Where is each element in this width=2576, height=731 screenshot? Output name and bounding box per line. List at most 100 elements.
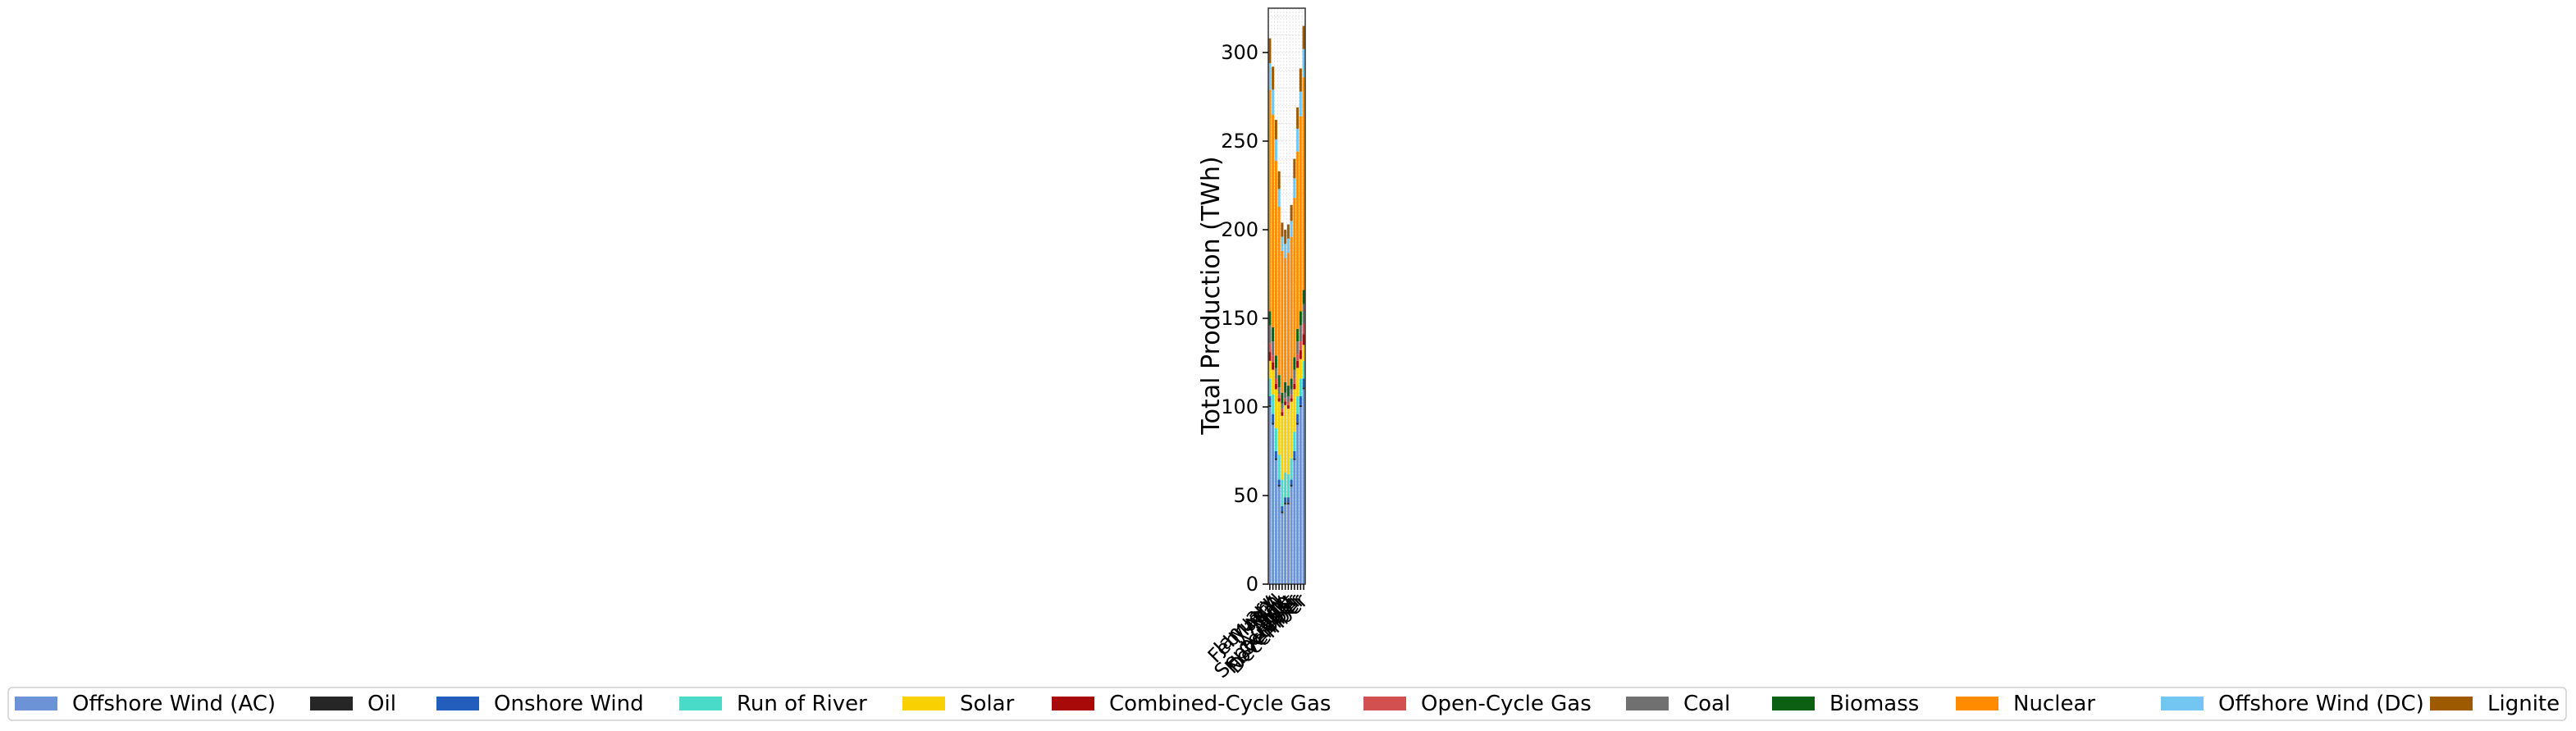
legend-label-run-of-river: Run of River	[737, 692, 867, 716]
bar-combined-cycle-gas-february	[1272, 363, 1275, 370]
bar-offshore-wind-ac-july	[1286, 504, 1290, 584]
legend-swatch-oil	[310, 697, 353, 710]
bar-oil-july	[1286, 502, 1290, 505]
bar-biomass-august	[1290, 378, 1293, 390]
legend-label-biomass: Biomass	[1829, 692, 1919, 716]
bar-oil-april	[1277, 485, 1281, 487]
bar-offshore-wind-dc-january	[1268, 62, 1272, 90]
bar-oil-august	[1290, 485, 1293, 487]
bar-offshore-wind-ac-august	[1290, 487, 1293, 584]
bar-open-cycle-gas-december	[1302, 323, 1305, 335]
bars	[1268, 25, 1305, 584]
bar-combined-cycle-gas-may	[1281, 412, 1284, 416]
bar-nuclear-august	[1290, 236, 1293, 379]
bar-coal-september	[1293, 369, 1296, 379]
bar-offshore-wind-ac-september	[1293, 459, 1296, 584]
legend-swatch-solar	[902, 697, 945, 710]
bar-onshore-wind-july	[1286, 497, 1290, 503]
bar-coal-november	[1299, 325, 1302, 342]
bar-nuclear-september	[1293, 198, 1296, 358]
bar-oil-january	[1268, 404, 1272, 407]
bar-offshore-wind-dc-may	[1281, 236, 1284, 251]
legend-label-nuclear: Nuclear	[2013, 692, 2095, 716]
bar-biomass-july	[1286, 386, 1290, 397]
bar-run-of-river-january	[1268, 378, 1272, 397]
legend-swatch-offshore-wind-dc	[2161, 697, 2204, 710]
x-axis: JanuaryFebruaryMarchAprilMayJuneJulyAugu…	[1204, 584, 1312, 683]
bar-offshore-wind-dc-april	[1277, 189, 1281, 207]
bar-biomass-october	[1296, 328, 1299, 342]
bar-combined-cycle-gas-january	[1268, 352, 1272, 361]
bar-run-of-river-february	[1272, 394, 1275, 414]
legend-label-open-cycle-gas: Open-Cycle Gas	[1421, 692, 1592, 716]
bar-solar-may	[1281, 415, 1284, 480]
y-tick-label: 150	[1221, 307, 1258, 330]
bar-biomass-january	[1268, 311, 1272, 326]
bar-open-cycle-gas-july	[1286, 401, 1290, 405]
bar-nuclear-february	[1272, 114, 1275, 327]
bar-solar-february	[1272, 369, 1275, 395]
bar-run-of-river-october	[1296, 396, 1299, 414]
y-tick-label: 300	[1221, 41, 1258, 64]
bar-lignite-march	[1274, 120, 1277, 139]
legend-swatch-combined-cycle-gas	[1052, 697, 1094, 710]
bar-coal-may	[1281, 403, 1284, 409]
bar-open-cycle-gas-june	[1284, 398, 1287, 402]
bar-biomass-september	[1293, 357, 1296, 370]
bar-combined-cycle-gas-july	[1286, 404, 1290, 409]
bar-nuclear-october	[1296, 151, 1299, 329]
y-tick-label: 0	[1246, 573, 1258, 596]
bar-solar-march	[1274, 389, 1277, 428]
bar-combined-cycle-gas-december	[1302, 334, 1305, 345]
bar-biomass-june	[1284, 381, 1287, 393]
bar-onshore-wind-november	[1299, 396, 1302, 405]
bar-onshore-wind-february	[1272, 413, 1275, 423]
bar-lignite-december	[1302, 25, 1305, 49]
bar-nuclear-march	[1274, 160, 1277, 356]
bar-solar-june	[1284, 404, 1287, 473]
bar-biomass-april	[1277, 375, 1281, 388]
bar-offshore-wind-ac-november	[1299, 407, 1302, 584]
legend-label-onshore-wind: Onshore Wind	[494, 692, 644, 716]
bar-offshore-wind-dc-august	[1290, 221, 1293, 237]
bar-open-cycle-gas-november	[1299, 341, 1302, 350]
bar-open-cycle-gas-february	[1272, 355, 1275, 363]
bar-biomass-november	[1299, 311, 1302, 326]
bar-offshore-wind-dc-september	[1293, 178, 1296, 199]
y-tick-label: 200	[1221, 218, 1258, 241]
y-axis-title: Total Production (TWh)	[1197, 156, 1226, 435]
bar-oil-march	[1274, 458, 1277, 460]
bar-solar-november	[1299, 359, 1302, 379]
bar-lignite-november	[1299, 68, 1302, 92]
bar-nuclear-november	[1299, 116, 1302, 312]
legend-swatch-lignite	[2430, 697, 2473, 710]
bar-run-of-river-may	[1281, 479, 1284, 506]
legend-swatch-offshore-wind-ac	[15, 697, 57, 710]
bar-onshore-wind-may	[1281, 505, 1284, 512]
bar-run-of-river-april	[1277, 455, 1281, 480]
legend-label-solar: Solar	[960, 692, 1015, 716]
bar-run-of-river-august	[1290, 458, 1293, 480]
bar-solar-september	[1293, 389, 1296, 432]
bar-nuclear-april	[1277, 206, 1281, 376]
legend-swatch-nuclear	[1956, 697, 1998, 710]
bar-biomass-march	[1274, 355, 1277, 368]
y-tick-label: 100	[1221, 395, 1258, 418]
bar-open-cycle-gas-april	[1277, 394, 1281, 399]
bar-open-cycle-gas-january	[1268, 343, 1272, 353]
bar-offshore-wind-ac-december	[1302, 389, 1305, 584]
bar-onshore-wind-october	[1296, 413, 1299, 423]
bar-solar-april	[1277, 401, 1281, 455]
legend-swatch-biomass	[1772, 697, 1815, 710]
bar-offshore-wind-dc-november	[1299, 91, 1302, 117]
y-tick-label: 50	[1233, 484, 1258, 507]
bar-lignite-august	[1290, 204, 1293, 222]
plot-border	[1267, 7, 1306, 585]
bar-offshore-wind-ac-april	[1277, 487, 1281, 584]
bar-onshore-wind-april	[1277, 479, 1281, 486]
bar-coal-august	[1290, 389, 1293, 395]
bar-onshore-wind-december	[1302, 378, 1305, 388]
bar-lignite-january	[1268, 38, 1272, 63]
bar-offshore-wind-dc-october	[1296, 128, 1299, 152]
bar-nuclear-june	[1284, 258, 1287, 382]
